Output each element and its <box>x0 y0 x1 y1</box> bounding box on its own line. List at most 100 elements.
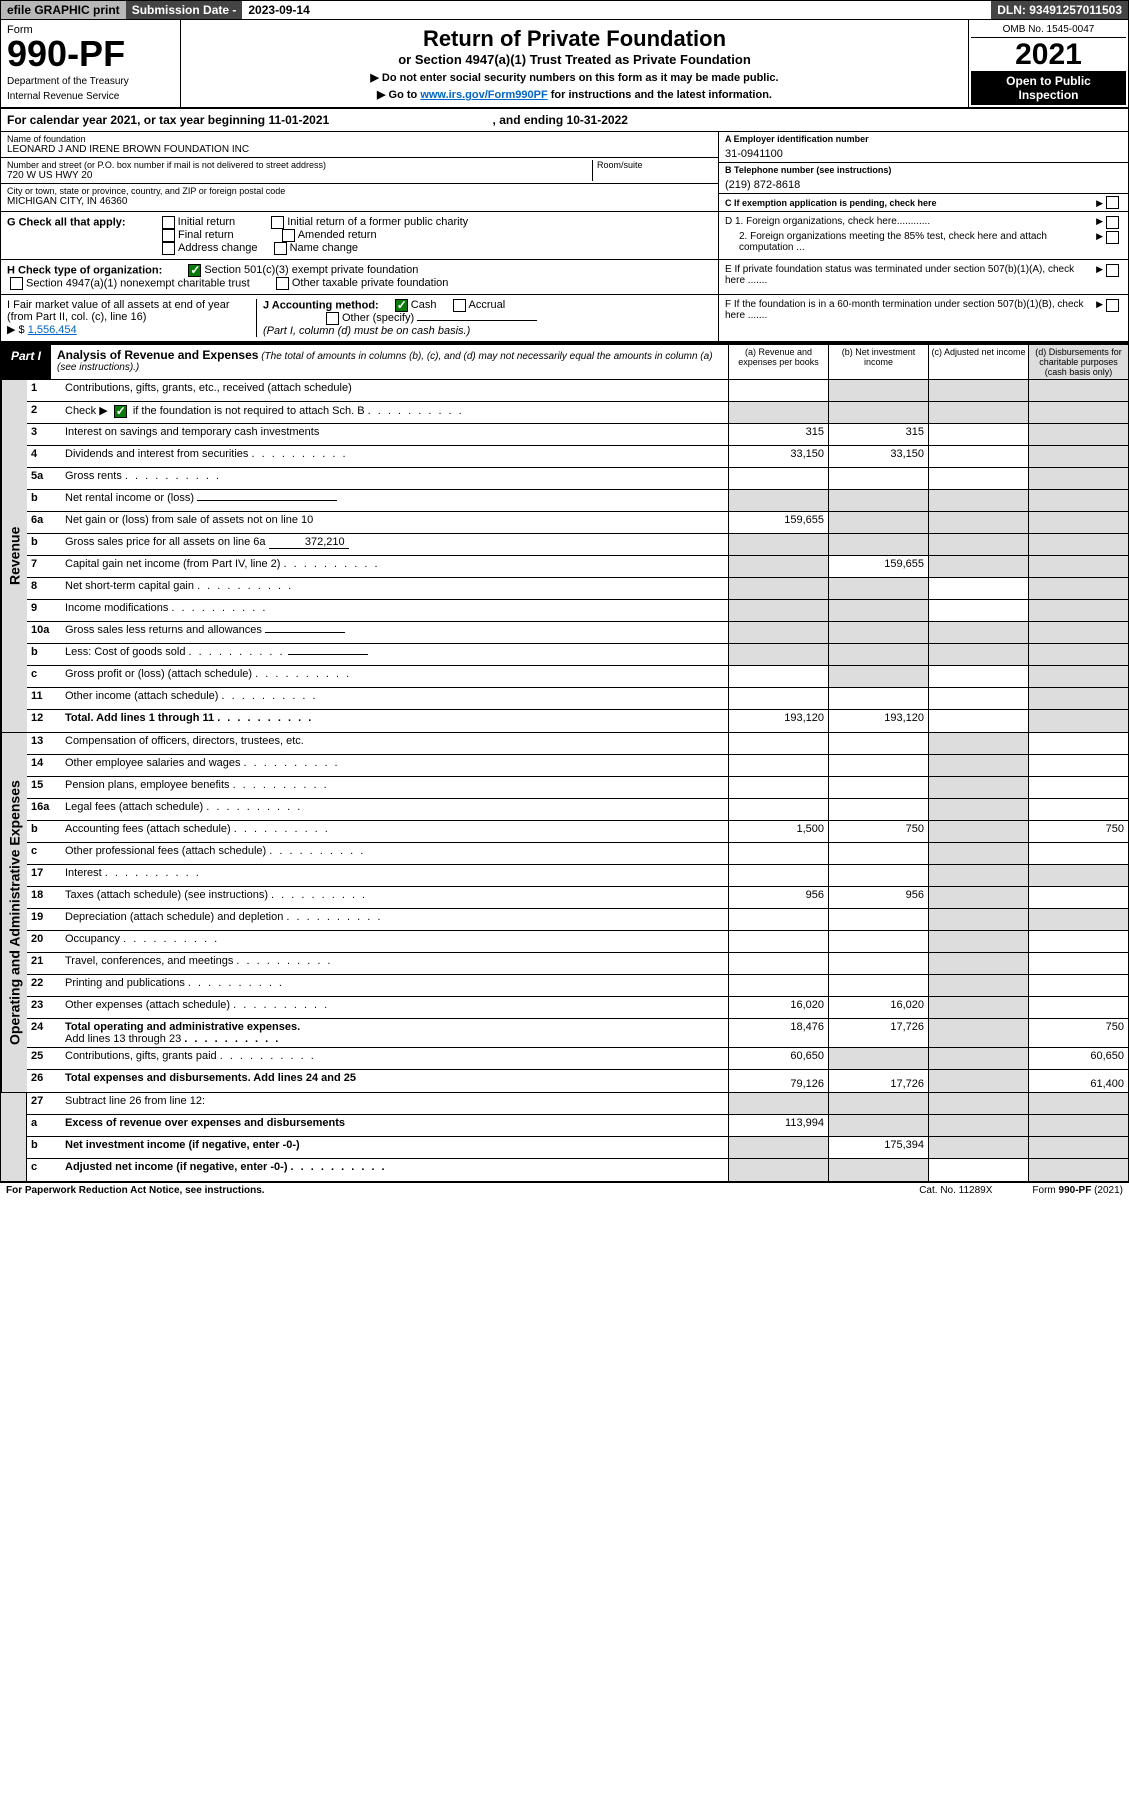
expenses-grid: Operating and Administrative Expenses 13… <box>0 733 1129 1093</box>
l6b-val: 372,210 <box>269 536 349 549</box>
g-initial-former-checkbox[interactable] <box>271 216 284 229</box>
part1-col-headers: (a) Revenue and expenses per books (b) N… <box>728 345 1128 379</box>
fmv-value[interactable]: 1,556,454 <box>28 324 77 336</box>
schb-checkbox[interactable] <box>114 405 127 418</box>
line-12: 12Total. Add lines 1 through 11 193,1201… <box>27 710 1128 732</box>
g-initial: Initial return <box>178 216 235 228</box>
l23-desc: Other expenses (attach schedule) <box>65 999 230 1011</box>
g-addr: Address change <box>178 242 258 254</box>
c-label: C If exemption application is pending, c… <box>725 198 1092 208</box>
entity-block: Name of foundation LEONARD J AND IRENE B… <box>0 132 1129 212</box>
g-block: G Check all that apply: Initial return I… <box>1 212 718 259</box>
name-row: Name of foundation LEONARD J AND IRENE B… <box>1 132 718 158</box>
foundation-name: LEONARD J AND IRENE BROWN FOUNDATION INC <box>7 144 712 155</box>
l16b-d: 750 <box>1028 821 1128 842</box>
line-2: 2Check ▶ if the foundation is not requir… <box>27 402 1128 424</box>
h-4947-checkbox[interactable] <box>10 277 23 290</box>
page-footer: For Paperwork Reduction Act Notice, see … <box>0 1182 1129 1198</box>
calyear-text-b: , and ending <box>489 113 566 127</box>
form-number: 990-PF <box>7 36 174 72</box>
address-row: Number and street (or P.O. box number if… <box>1 158 718 184</box>
g-initial-checkbox[interactable] <box>162 216 175 229</box>
efile-label[interactable]: efile GRAPHIC print <box>1 1 126 19</box>
l24-a: 18,476 <box>728 1019 828 1047</box>
l25-d: 60,650 <box>1028 1048 1128 1069</box>
j-other-checkbox[interactable] <box>326 312 339 325</box>
h-label: H Check type of organization: <box>7 264 162 276</box>
g-name-checkbox[interactable] <box>274 242 287 255</box>
ein-label: A Employer identification number <box>725 134 1122 144</box>
street-address: 720 W US HWY 20 <box>7 170 592 181</box>
l7-desc: Capital gain net income (from Part IV, l… <box>65 558 280 570</box>
tel-label: B Telephone number (see instructions) <box>725 165 1122 175</box>
form-title: Return of Private Foundation <box>187 26 962 52</box>
part1-title: Analysis of Revenue and Expenses <box>57 348 258 362</box>
line-15: 15Pension plans, employee benefits <box>27 777 1128 799</box>
revenue-side-label: Revenue <box>1 380 27 732</box>
instructions-link[interactable]: www.irs.gov/Form990PF <box>420 89 547 101</box>
l8-desc: Net short-term capital gain <box>65 580 194 592</box>
check-section-gd: G Check all that apply: Initial return I… <box>0 212 1129 260</box>
c-checkbox[interactable] <box>1106 196 1119 209</box>
line-27: 27Subtract line 26 from line 12: <box>27 1093 1128 1115</box>
line27-grid: 27Subtract line 26 from line 12: aExcess… <box>0 1093 1129 1182</box>
g-final-checkbox[interactable] <box>162 229 175 242</box>
l21-desc: Travel, conferences, and meetings <box>65 955 233 967</box>
j-accrual-checkbox[interactable] <box>453 299 466 312</box>
l23-b: 16,020 <box>828 997 928 1018</box>
l19-desc: Depreciation (attach schedule) and deple… <box>65 911 283 923</box>
form-meta-block: OMB No. 1545-0047 2021 Open to Public In… <box>968 20 1128 107</box>
e-checkbox[interactable] <box>1106 264 1119 277</box>
check-section-he: H Check type of organization: Section 50… <box>0 260 1129 295</box>
l11-desc: Other income (attach schedule) <box>65 690 218 702</box>
ij-block: I Fair market value of all assets at end… <box>1 295 718 341</box>
submission-date-label: Submission Date - <box>126 1 243 19</box>
d1-checkbox[interactable] <box>1106 216 1119 229</box>
footer-mid: Cat. No. 11289X <box>919 1185 992 1196</box>
line-10b: bLess: Cost of goods sold <box>27 644 1128 666</box>
line-8: 8Net short-term capital gain <box>27 578 1128 600</box>
line-14: 14Other employee salaries and wages <box>27 755 1128 777</box>
g-addr-checkbox[interactable] <box>162 242 175 255</box>
i-label: I Fair market value of all assets at end… <box>7 299 230 323</box>
d2-label: 2. Foreign organizations meeting the 85%… <box>725 231 1092 253</box>
part1-tab: Part I <box>1 345 51 379</box>
e-block: E If private foundation status was termi… <box>718 260 1128 294</box>
line-16a: 16aLegal fees (attach schedule) <box>27 799 1128 821</box>
l10a-desc: Gross sales less returns and allowances <box>65 624 262 636</box>
line-11: 11Other income (attach schedule) <box>27 688 1128 710</box>
l23-a: 16,020 <box>728 997 828 1018</box>
form-note-2: ▶ Go to www.irs.gov/Form990PF for instru… <box>187 88 962 101</box>
l3-a: 315 <box>728 424 828 445</box>
l3-b: 315 <box>828 424 928 445</box>
j-cash-checkbox[interactable] <box>395 299 408 312</box>
note2-pre: ▶ Go to <box>377 89 420 101</box>
e-label: E If private foundation status was termi… <box>725 264 1092 290</box>
line-20: 20Occupancy <box>27 931 1128 953</box>
l20-desc: Occupancy <box>65 933 120 945</box>
h-other-checkbox[interactable] <box>276 277 289 290</box>
f-checkbox[interactable] <box>1106 299 1119 312</box>
tel-row: B Telephone number (see instructions) (2… <box>719 163 1128 194</box>
line-10c: cGross profit or (loss) (attach schedule… <box>27 666 1128 688</box>
d2-checkbox[interactable] <box>1106 231 1119 244</box>
g-amended-checkbox[interactable] <box>282 229 295 242</box>
l10b-desc: Less: Cost of goods sold <box>65 646 185 658</box>
calendar-year-row: For calendar year 2021, or tax year begi… <box>0 109 1129 132</box>
l9-desc: Income modifications <box>65 602 168 614</box>
h-501c3-checkbox[interactable] <box>188 264 201 277</box>
l26-b: 17,726 <box>828 1070 928 1092</box>
j-other: Other (specify) <box>342 312 414 324</box>
line-10a: 10aGross sales less returns and allowanc… <box>27 622 1128 644</box>
line-7: 7Capital gain net income (from Part IV, … <box>27 556 1128 578</box>
l18-desc: Taxes (attach schedule) (see instruction… <box>65 889 268 901</box>
line-1: 1Contributions, gifts, grants, etc., rec… <box>27 380 1128 402</box>
i-block: I Fair market value of all assets at end… <box>7 299 257 337</box>
line-18: 18Taxes (attach schedule) (see instructi… <box>27 887 1128 909</box>
line-5a: 5aGross rents <box>27 468 1128 490</box>
g-amended: Amended return <box>298 229 377 241</box>
arrow-icon <box>1092 299 1103 337</box>
l4-a: 33,150 <box>728 446 828 467</box>
addr-label: Number and street (or P.O. box number if… <box>7 160 592 170</box>
l2-pre: Check ▶ <box>65 405 108 417</box>
